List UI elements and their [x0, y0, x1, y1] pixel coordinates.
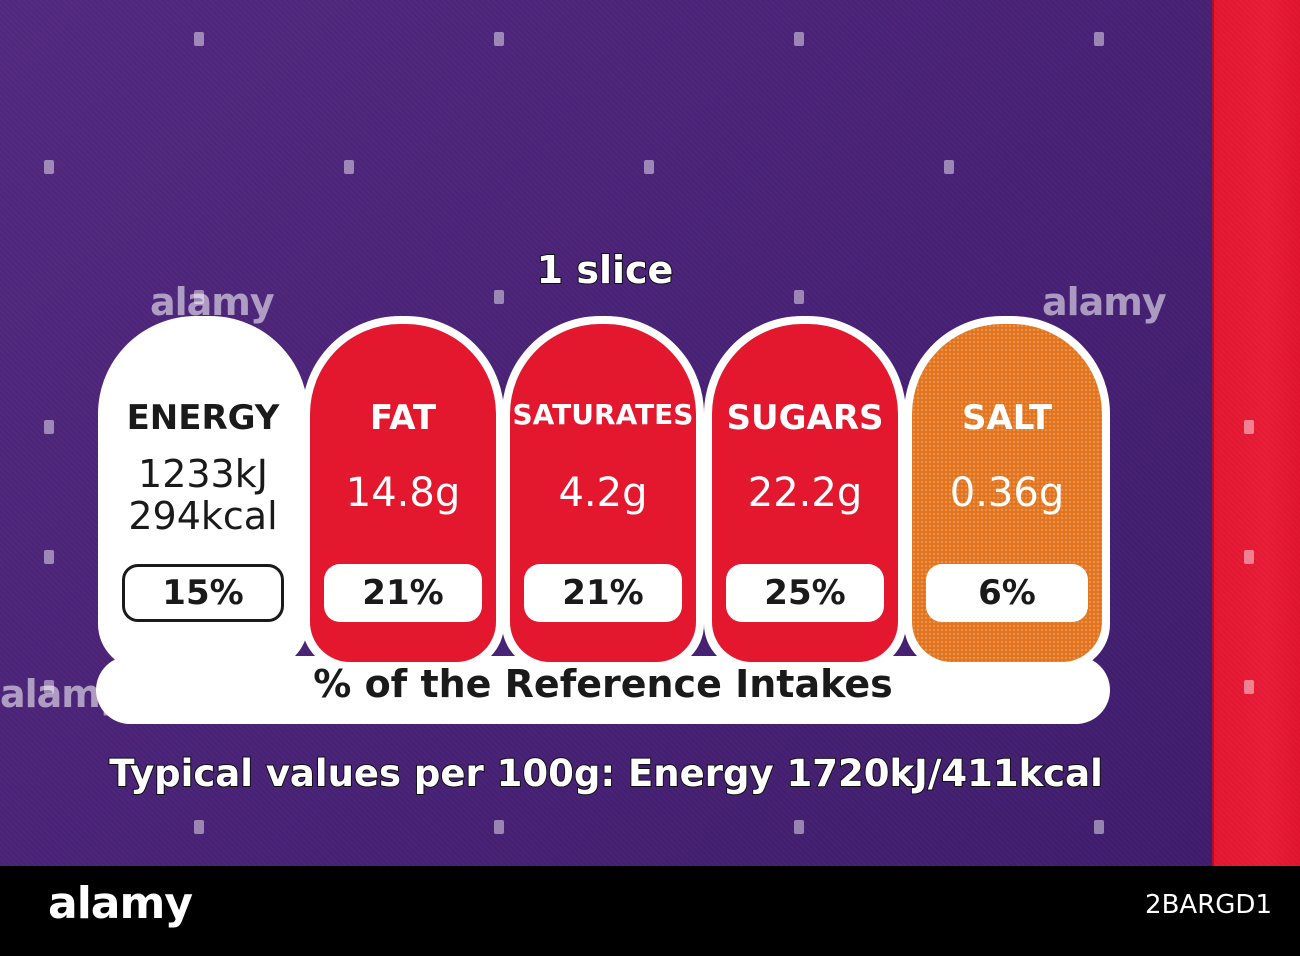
nutrient-name: FAT [369, 398, 437, 438]
ri-percent-badge: 21% [324, 564, 482, 622]
nutrient-name: SATURATES [512, 398, 694, 431]
watermark-dot [44, 420, 54, 434]
nutrient-salt: SALT 0.36g 6% [904, 316, 1110, 670]
stock-footer-bar [0, 866, 1300, 956]
watermark-dot [494, 32, 504, 46]
watermark-dot [194, 290, 204, 304]
nutrient-amount: 4.2g [558, 470, 648, 516]
watermark-dot [1244, 420, 1254, 434]
nutrient-fill: SALT 0.36g 6% [912, 324, 1102, 662]
watermark-dot [344, 160, 354, 174]
ri-percent-badge: 25% [726, 564, 884, 622]
image-id: 2BARGD1 [1145, 890, 1272, 920]
serving-size: 1 slice [536, 247, 675, 293]
nutrient-name: SALT [961, 398, 1053, 438]
watermark-dot [194, 820, 204, 834]
typical-values-text: Typical values per 100g: Energy 1720kJ/4… [108, 751, 1104, 796]
watermark-dot [494, 290, 504, 304]
nutrient-amount: 14.8g [345, 470, 461, 516]
watermark-dot [494, 820, 504, 834]
watermark-dot [1244, 550, 1254, 564]
watermark-dot [944, 160, 954, 174]
watermark-dot [44, 550, 54, 564]
nutrient-amount: 22.2g [747, 470, 863, 516]
nutrient-name: SUGARS [726, 398, 884, 438]
nutrient-energy: ENERGY 1233kJ 294kcal 15% [98, 316, 308, 670]
nutrient-name: ENERGY [126, 398, 280, 438]
watermark-dot [44, 680, 54, 694]
watermark-dot [794, 32, 804, 46]
watermark-dot [1094, 32, 1104, 46]
watermark-dot [794, 290, 804, 304]
ri-percent-badge: 15% [122, 564, 284, 622]
nutrient-fat: FAT 14.8g 21% [302, 316, 504, 670]
product-photo: alamy alamy alamy alamy 1 slice % of the… [0, 0, 1300, 866]
energy-kj: 1233kJ [138, 452, 268, 496]
stock-logo: alamy [48, 878, 193, 929]
ri-percent-badge: 21% [524, 564, 682, 622]
nutrient-fill: ENERGY 1233kJ 294kcal 15% [106, 324, 300, 662]
watermark-text: alamy [1042, 280, 1167, 324]
nutrient-fill: SATURATES 4.2g 21% [510, 324, 696, 662]
ri-percent-badge: 6% [926, 564, 1088, 622]
nutrient-fill: FAT 14.8g 21% [310, 324, 496, 662]
nutrient-fill: SUGARS 22.2g 25% [712, 324, 898, 662]
watermark-dot [194, 32, 204, 46]
nutrient-amount: 0.36g [949, 470, 1065, 516]
watermark-dot [44, 160, 54, 174]
watermark-dot [794, 820, 804, 834]
nutrient-sugars: SUGARS 22.2g 25% [704, 316, 906, 670]
watermark-dot [1244, 680, 1254, 694]
watermark-dot [644, 160, 654, 174]
reference-intakes-label: % of the Reference Intakes [313, 662, 893, 706]
watermark-dot [1094, 820, 1104, 834]
red-packaging-strip [1212, 0, 1300, 866]
nutrient-saturates: SATURATES 4.2g 21% [502, 316, 704, 670]
energy-kcal: 294kcal [128, 494, 278, 538]
